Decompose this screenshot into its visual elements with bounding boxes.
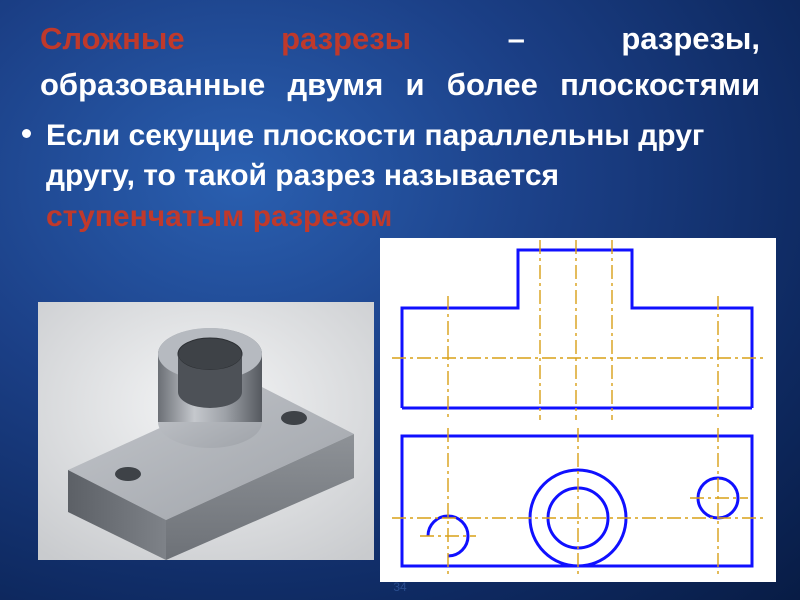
title-line2-text: образованные двумя и более плоскостями bbox=[40, 67, 760, 102]
title-word-4: разрезы, bbox=[621, 21, 760, 56]
slide-title: Сложные разрезы – разрезы, bbox=[40, 18, 760, 64]
slide-body: Если секущие плоскости параллельны друг … bbox=[40, 116, 760, 238]
title-word-1: Сложные bbox=[40, 21, 185, 56]
technical-drawing bbox=[380, 238, 776, 582]
title-word-3: – bbox=[508, 21, 525, 56]
slide-title-line2: образованные двумя и более плоскостями bbox=[40, 64, 760, 110]
title-word-2: разрезы bbox=[281, 21, 411, 56]
bullet-icon bbox=[22, 129, 31, 138]
body-text: Если секущие плоскости параллельны друг … bbox=[46, 119, 704, 193]
body-highlight-2: разрезом bbox=[253, 200, 393, 233]
isometric-render bbox=[38, 302, 374, 560]
body-highlight-1: ступенчатым bbox=[46, 200, 244, 233]
page-number: 34 bbox=[0, 580, 800, 594]
